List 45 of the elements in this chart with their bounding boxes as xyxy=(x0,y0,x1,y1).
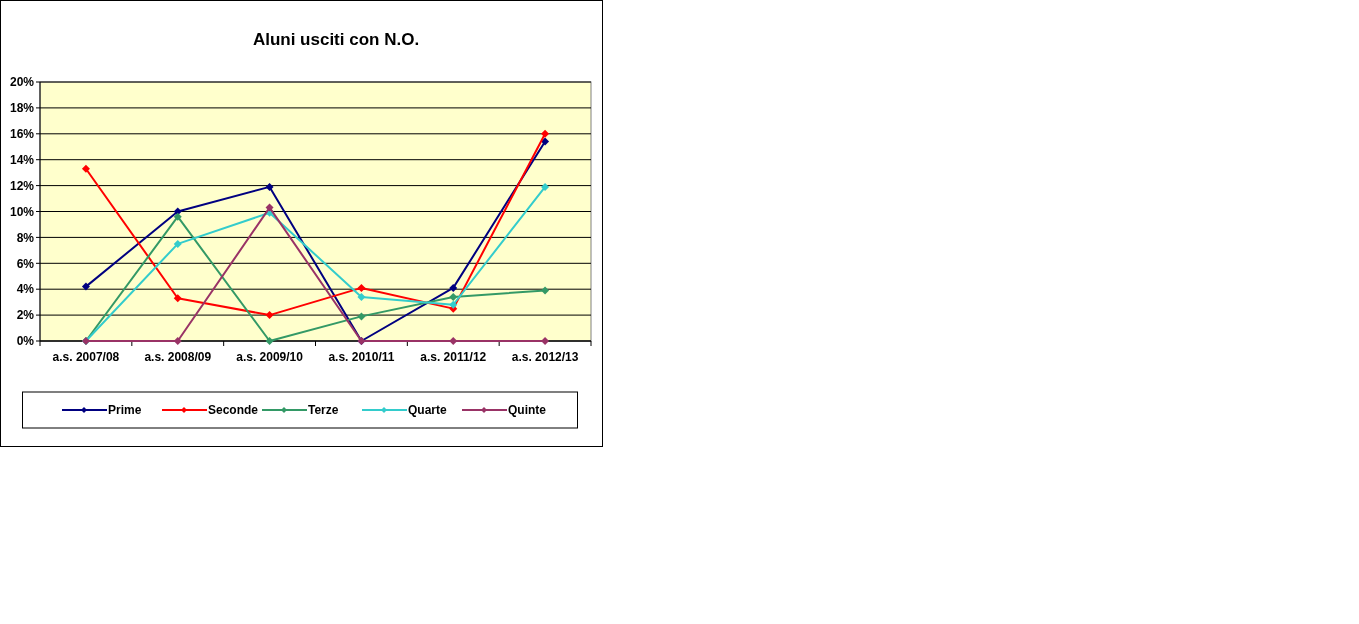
x-tick-label: a.s. 2007/08 xyxy=(52,350,120,364)
point xyxy=(357,292,366,301)
point xyxy=(173,212,182,221)
x-tick-label: a.s. 2008/09 xyxy=(144,350,212,364)
y-tick-label: 6% xyxy=(16,256,35,271)
point xyxy=(541,286,550,295)
point xyxy=(449,283,458,292)
point xyxy=(449,300,458,309)
legend-label: Terze xyxy=(308,403,339,418)
x-tick-label: a.s. 2009/10 xyxy=(236,350,304,364)
point xyxy=(265,311,274,320)
point xyxy=(357,312,366,321)
point xyxy=(541,129,550,138)
y-tick-label: 16% xyxy=(9,127,35,141)
y-tick-label: 18% xyxy=(9,101,35,116)
point xyxy=(173,239,182,248)
point xyxy=(265,203,274,212)
x-tick-label: a.s. 2011/12 xyxy=(420,350,487,364)
point xyxy=(449,292,458,301)
point xyxy=(81,164,90,173)
point xyxy=(541,137,550,146)
point xyxy=(541,182,550,191)
legend-label: Quarte xyxy=(408,403,447,418)
y-tick-label: 8% xyxy=(16,230,35,245)
y-tick-label: 20% xyxy=(9,75,35,90)
point xyxy=(173,294,182,303)
legend-label: Seconde xyxy=(208,403,259,418)
x-tick-label: a.s. 2012/13 xyxy=(511,350,579,364)
point xyxy=(357,283,366,292)
y-tick-label: 14% xyxy=(9,152,35,167)
point xyxy=(173,337,182,345)
point xyxy=(541,337,550,345)
y-tick-label: 10% xyxy=(9,204,35,219)
y-tick-label: 0% xyxy=(16,334,35,349)
point xyxy=(449,337,458,345)
y-tick-label: 2% xyxy=(16,308,35,323)
y-tick-label: 12% xyxy=(9,178,35,193)
point xyxy=(265,337,274,345)
chart-title: Aluni usciti con N.O. xyxy=(252,30,420,49)
legend-label: Quinte xyxy=(508,403,547,418)
point xyxy=(265,182,274,191)
legend-label: Prime xyxy=(108,403,142,418)
y-tick-label: 4% xyxy=(16,282,35,297)
point xyxy=(81,282,90,291)
x-tick-label: a.s. 2010/11 xyxy=(328,350,395,364)
